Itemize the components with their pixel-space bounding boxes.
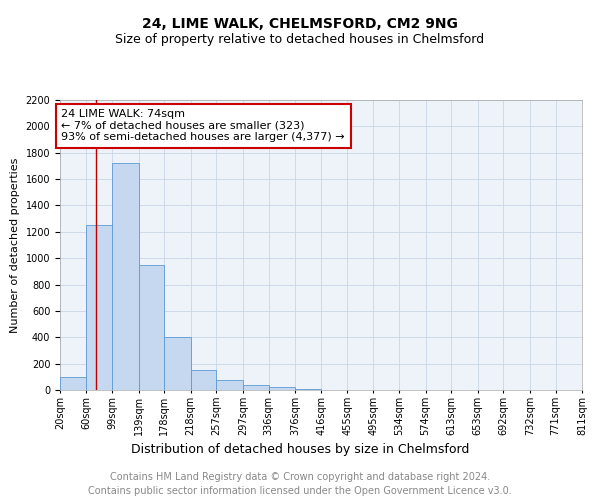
Text: Contains public sector information licensed under the Open Government Licence v3: Contains public sector information licen… [88,486,512,496]
Text: Distribution of detached houses by size in Chelmsford: Distribution of detached houses by size … [131,442,469,456]
Bar [191,370,217,390]
Bar [164,338,191,390]
Bar [86,224,112,390]
Bar [295,388,322,390]
Text: Size of property relative to detached houses in Chelmsford: Size of property relative to detached ho… [115,32,485,46]
Text: Contains HM Land Registry data © Crown copyright and database right 2024.: Contains HM Land Registry data © Crown c… [110,472,490,482]
Y-axis label: Number of detached properties: Number of detached properties [10,158,20,332]
Text: 24 LIME WALK: 74sqm
← 7% of detached houses are smaller (323)
93% of semi-detach: 24 LIME WALK: 74sqm ← 7% of detached hou… [61,109,345,142]
Bar [112,162,139,390]
Text: 24, LIME WALK, CHELMSFORD, CM2 9NG: 24, LIME WALK, CHELMSFORD, CM2 9NG [142,18,458,32]
Bar [243,384,269,390]
Bar [139,265,164,390]
Bar [60,377,86,390]
Bar [269,388,295,390]
Bar [217,380,243,390]
